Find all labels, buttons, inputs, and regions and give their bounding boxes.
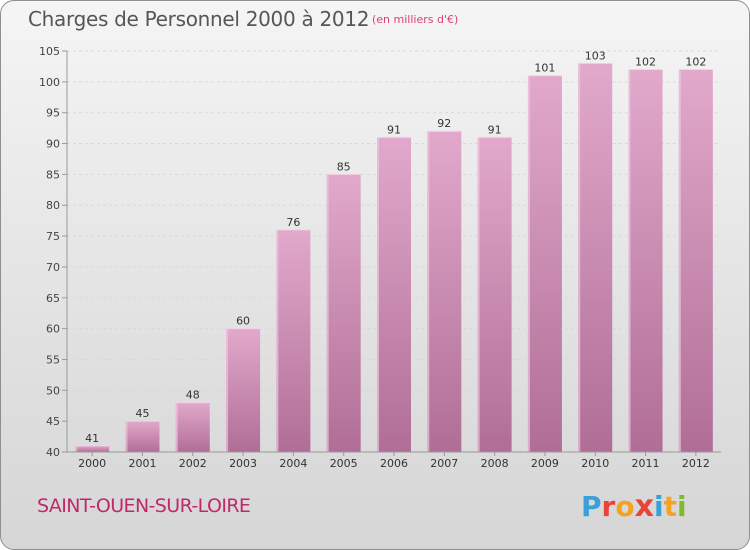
value-labels: 41 45 48 60 76 85 91 92 91 101 103 102 102 xyxy=(85,49,706,444)
bar xyxy=(125,421,160,452)
bar-highlight xyxy=(377,137,379,452)
bar-highlight xyxy=(125,421,128,452)
bar-highlight xyxy=(578,63,581,452)
x-tick-label: 2012 xyxy=(682,457,710,470)
x-tick-label: 2009 xyxy=(531,457,559,470)
bar-value-label: 92 xyxy=(437,117,451,130)
commune-name: SAINT-OUEN-SUR-LOIRE xyxy=(37,495,251,517)
logo-letter: i xyxy=(676,490,687,523)
x-tick-label: 2002 xyxy=(179,457,207,470)
bar xyxy=(276,229,311,452)
bar-value-label: 60 xyxy=(236,315,250,328)
bar xyxy=(326,174,361,452)
y-tick-label: 55 xyxy=(46,353,60,366)
bar xyxy=(527,75,562,452)
y-tick-label: 90 xyxy=(46,138,60,151)
bar-highlight xyxy=(175,402,178,452)
bar xyxy=(377,137,411,452)
x-tick-label: 2004 xyxy=(279,457,307,470)
y-tick-label: 70 xyxy=(46,261,60,274)
bar xyxy=(678,69,713,452)
y-tick-label: 40 xyxy=(46,446,60,459)
bar-value-label: 41 xyxy=(85,432,99,445)
logo-letter: x xyxy=(634,489,654,524)
logo-letter: t xyxy=(663,490,677,523)
y-tick-label: 85 xyxy=(46,168,60,181)
bar-value-label: 102 xyxy=(635,56,656,69)
x-tick-label: 2005 xyxy=(330,457,358,470)
bar-highlight xyxy=(427,131,430,452)
logo-letter: P xyxy=(581,490,602,523)
bar-value-label: 76 xyxy=(286,216,300,229)
bar-highlight xyxy=(276,229,279,452)
bar-highlight xyxy=(326,174,329,452)
y-tick-label: 80 xyxy=(46,199,60,212)
bar-value-label: 101 xyxy=(534,62,555,75)
y-tick-label: 60 xyxy=(46,323,60,336)
proxiti-logo[interactable]: Proxiti xyxy=(581,489,687,524)
bar-value-label: 45 xyxy=(135,407,149,420)
x-tick-label: 2000 xyxy=(78,457,106,470)
x-tick-label: 2010 xyxy=(581,457,609,470)
x-tick-label: 2003 xyxy=(229,457,257,470)
bar-value-label: 103 xyxy=(585,49,606,62)
bar-value-label: 91 xyxy=(387,123,401,136)
axes: 40 45 50 55 60 65 70 75 80 85 90 95 100 105 2000 2001 20… xyxy=(39,45,721,470)
bar xyxy=(628,69,663,452)
bar-highlight xyxy=(628,69,631,452)
y-tick-label: 50 xyxy=(46,384,60,397)
bar-value-label: 102 xyxy=(685,56,706,69)
x-tick-label: 2001 xyxy=(128,457,156,470)
x-tick-label: 2008 xyxy=(481,457,509,470)
bar-highlight xyxy=(75,445,78,452)
chart-title: Charges de Personnel 2000 à 2012 xyxy=(28,7,370,31)
bar xyxy=(175,402,210,452)
chart-subtitle: (en milliers d'€) xyxy=(372,13,459,26)
bar xyxy=(427,131,462,452)
logo-letter: r xyxy=(601,490,616,523)
bar-value-label: 85 xyxy=(337,160,351,173)
y-tick-label: 65 xyxy=(46,292,60,305)
logo-letter: i xyxy=(653,490,664,523)
bar-value-label: 48 xyxy=(186,389,200,402)
y-tick-label: 95 xyxy=(46,107,60,120)
x-tick-label: 2006 xyxy=(380,457,408,470)
bar-highlight xyxy=(477,137,480,452)
y-tick-label: 45 xyxy=(46,415,60,428)
x-tick-label: 2011 xyxy=(632,457,660,470)
bar xyxy=(477,137,512,452)
bar-highlight xyxy=(527,75,530,452)
bars xyxy=(75,62,713,452)
y-tick-label: 75 xyxy=(46,230,60,243)
y-tick-label: 100 xyxy=(39,76,60,89)
bar xyxy=(578,63,613,452)
y-tick-label: 105 xyxy=(39,45,60,58)
bar-value-label: 91 xyxy=(488,123,502,136)
bar-highlight xyxy=(226,328,229,452)
bar-highlight xyxy=(678,69,681,452)
x-tick-label: 2007 xyxy=(430,457,458,470)
logo-letter: o xyxy=(615,490,635,523)
bar xyxy=(75,445,110,452)
bar xyxy=(226,328,261,452)
